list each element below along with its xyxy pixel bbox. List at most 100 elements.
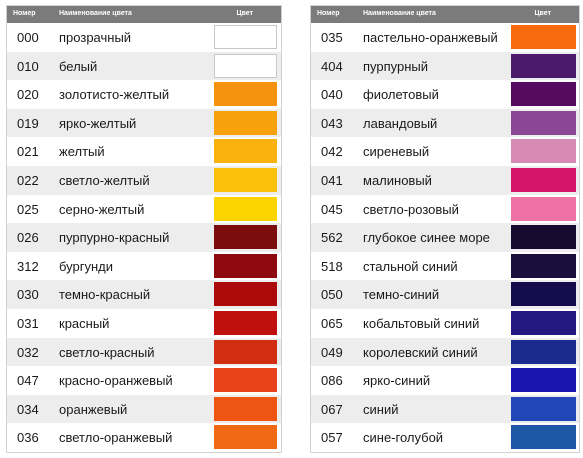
color-name: красно-оранжевый [59,373,173,389]
color-code: 041 [321,172,343,188]
color-swatch [214,167,277,192]
color-swatch [214,82,277,107]
color-name: синий [363,401,399,417]
color-code: 025 [17,201,39,217]
header-color: Цвет [236,10,253,17]
color-name: оранжевый [59,401,128,417]
color-table-right: Номер Наименование цвета Цвет 035 пастель… [310,5,580,453]
table-body: 035 пастельно-оранжевый 404 пурпурный 040 фио… [311,23,579,452]
color-code: 562 [321,230,343,246]
color-code: 035 [321,30,343,45]
color-name: красный [59,315,110,331]
color-code: 067 [321,401,343,417]
color-code: 312 [17,258,39,274]
color-code: 031 [17,315,39,331]
header-color: Цвет [534,10,551,17]
color-swatch [214,339,277,364]
color-code: 032 [17,344,39,360]
table-row: 067 синий [311,394,579,424]
table-row: 026 пурпурно-красный [7,223,281,252]
color-table-left: Номер Наименование цвета Цвет 000 прозрач… [6,5,282,453]
color-code: 518 [321,258,343,274]
color-swatch [214,196,277,221]
color-code: 020 [17,87,39,103]
table-row: 021 желтый [7,137,281,166]
color-swatch [214,368,277,393]
color-swatch [511,396,576,421]
color-swatch [511,110,576,135]
color-name: серно-желтый [59,201,145,217]
color-swatch [214,25,277,49]
table-row: 041 малиновый [311,165,579,195]
color-name: стальной синий [363,258,458,274]
table-row: 518 стальной синий [311,251,579,281]
table-row: 010 белый [7,51,281,81]
color-code: 057 [321,430,343,446]
table-row: 043 лавандовый [311,108,579,138]
table-row: 032 светло-красный [7,337,281,367]
color-name: прозрачный [59,30,132,45]
table-row: 040 фиолетовый [311,80,579,109]
color-name: темно-синий [363,287,440,303]
table-row: 049 королевский синий [311,337,579,367]
table-row: 031 красный [7,308,281,338]
color-name: светло-желтый [59,172,150,188]
color-name: малиновый [363,172,432,188]
table-row: 042 сиреневый [311,137,579,166]
table-row: 312 бургунди [7,251,281,281]
color-code: 086 [321,373,343,389]
color-swatch [214,396,277,421]
color-name: сиреневый [363,144,430,160]
color-swatch [511,339,576,364]
header-name: Наименование цвета [59,10,132,17]
color-swatch [511,82,576,107]
color-code: 026 [17,230,39,246]
table-row: 086 ярко-синий [311,366,579,395]
color-name: желтый [59,144,105,160]
color-code: 042 [321,144,343,160]
color-code: 036 [17,430,39,446]
color-swatch [214,253,277,278]
color-code: 021 [17,144,39,160]
table-row: 050 темно-синий [311,280,579,309]
table-row: 000 прозрачный [7,23,281,52]
color-code: 065 [321,315,343,331]
table-row: 404 пурпурный [311,51,579,81]
color-code: 000 [17,30,39,45]
table-row: 020 золотисто-желтый [7,80,281,109]
table-row: 065 кобальтовый синий [311,308,579,338]
color-name: пурпурный [363,58,429,74]
color-name: светло-розовый [363,201,459,217]
color-name: лавандовый [363,115,438,131]
color-swatch [214,425,277,450]
table-row: 057 сине-голубой [311,423,579,452]
color-name: светло-красный [59,344,155,360]
table-row: 025 серно-желтый [7,194,281,224]
color-swatch [214,110,277,135]
color-code: 043 [321,115,343,131]
color-code: 050 [321,287,343,303]
table-row: 019 ярко-желтый [7,108,281,138]
color-swatch [214,139,277,164]
table-row: 034 оранжевый [7,394,281,424]
color-code: 049 [321,344,343,360]
color-swatch [511,196,576,221]
color-swatch [214,225,277,250]
color-name: белый [59,58,98,74]
header-number: Номер [317,10,340,17]
color-name: светло-оранжевый [59,430,173,446]
table-header: Номер Наименование цвета Цвет [7,6,281,23]
color-name: ярко-желтый [59,115,137,131]
table-row: 045 светло-розовый [311,194,579,224]
color-name: бургунди [59,258,114,274]
color-name: сине-голубой [363,430,444,446]
color-swatch [214,310,277,335]
color-name: золотисто-желтый [59,87,170,103]
color-swatch [511,25,576,49]
color-name: ярко-синий [363,373,431,389]
color-swatch [214,53,277,78]
color-name: темно-красный [59,287,151,303]
color-code: 040 [321,87,343,103]
color-code: 034 [17,401,39,417]
color-swatch [511,225,576,250]
